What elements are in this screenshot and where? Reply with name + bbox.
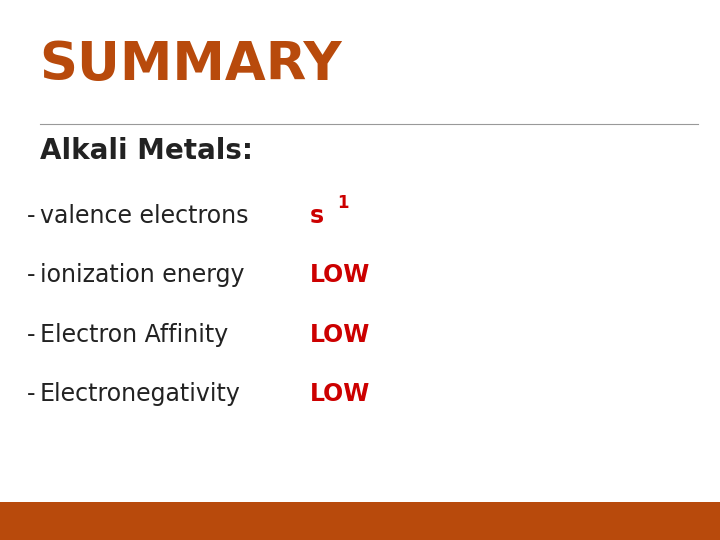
Text: Electron Affinity: Electron Affinity [40, 323, 228, 347]
Text: LOW: LOW [310, 264, 370, 287]
Text: -: - [27, 264, 36, 287]
Text: -: - [27, 204, 36, 228]
Text: s: s [310, 204, 324, 228]
Text: -: - [27, 382, 36, 406]
Text: 1: 1 [337, 193, 348, 212]
Text: SUMMARY: SUMMARY [40, 39, 342, 91]
Text: valence electrons: valence electrons [40, 204, 248, 228]
Text: Alkali Metals:: Alkali Metals: [40, 137, 253, 165]
FancyBboxPatch shape [0, 502, 720, 540]
Text: Electronegativity: Electronegativity [40, 382, 240, 406]
Text: LOW: LOW [310, 323, 370, 347]
Text: LOW: LOW [310, 382, 370, 406]
Text: -: - [27, 323, 36, 347]
Text: ionization energy: ionization energy [40, 264, 244, 287]
